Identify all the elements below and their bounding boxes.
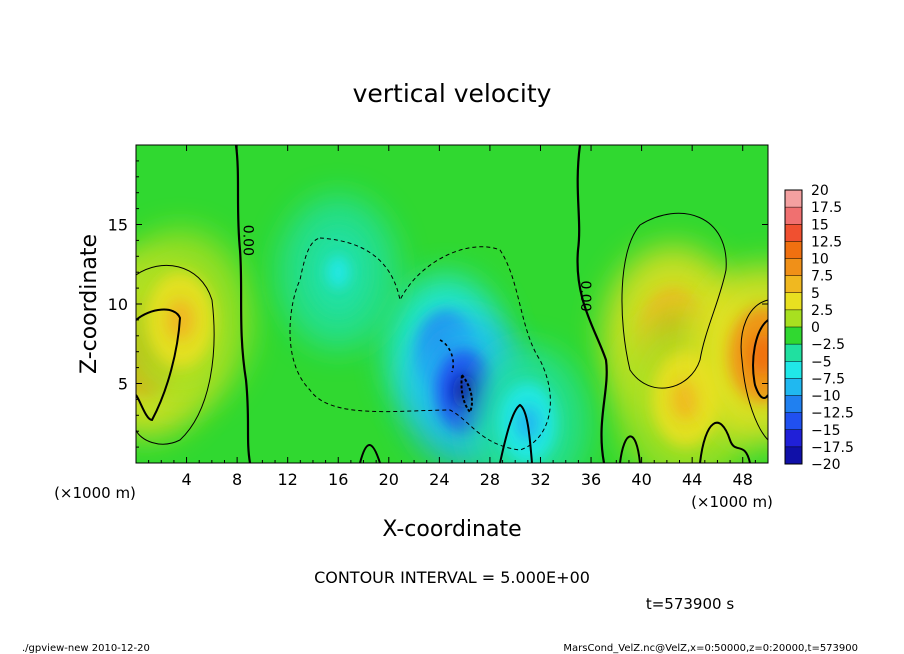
colorbar-label-9: −2.5: [811, 337, 845, 353]
y-axis-title: Z-coordinate: [77, 234, 102, 374]
colorbar-swatch-4: [785, 258, 802, 277]
colorbar-label-12: −10: [811, 389, 841, 405]
contour-bottom-bumps: [359, 403, 751, 463]
contour-label-0: 0.00: [239, 225, 255, 256]
field-core-6: [452, 374, 477, 409]
x-tick-label-5: 24: [429, 470, 449, 489]
y-axis: 5 10 15: [108, 160, 768, 448]
contour-left-core: [136, 308, 182, 422]
colorbar-label-16: −20: [811, 457, 841, 473]
y-tick-label-2: 15: [108, 216, 128, 235]
colorbar-label-7: 2.5: [811, 303, 833, 319]
footer-left-text: ./gpview-new 2010-12-20: [22, 643, 150, 654]
x-tick-label-4: 20: [379, 470, 399, 489]
plot-area: 0.00 0.00: [135, 144, 769, 464]
chart-title: vertical velocity: [353, 79, 552, 108]
contour-downdraft-inner: [439, 339, 455, 373]
x-tick-label-2: 12: [278, 470, 298, 489]
x-tick-label-9: 40: [631, 470, 651, 489]
colorbar-swatch-3: [785, 241, 802, 259]
colorbar-label-8: 0: [811, 320, 820, 336]
colorbar-label-1: 17.5: [811, 200, 842, 216]
x-tick-label-6: 28: [480, 470, 500, 489]
contour-left-updraft: [136, 264, 215, 445]
colorbar-label-0: 20: [811, 183, 829, 199]
colorbar-swatch-9: [785, 344, 802, 362]
zero-contour-right: [576, 145, 608, 463]
zero-contour-left: [234, 145, 252, 463]
colorbar-swatch-8: [785, 327, 802, 345]
colorbar-label-4: 10: [811, 252, 829, 268]
contour-labels: 0.00 0.00: [239, 225, 592, 312]
contour-right-updraft: [621, 212, 727, 389]
contour-right-edge: [752, 319, 768, 399]
x-tick-label-1: 8: [232, 470, 242, 489]
x-tick-label-8: 36: [581, 470, 601, 489]
field-core-3: [671, 379, 700, 420]
colorbar-label-5: 7.5: [811, 269, 833, 285]
x-tick-label-3: 16: [328, 470, 348, 489]
x-tick-label-10: 44: [682, 470, 702, 489]
colorbar-label-6: 5: [811, 286, 820, 302]
x-axis-title: X-coordinate: [382, 517, 521, 542]
colorbar-swatch-0: [785, 190, 802, 208]
colorbar-label-2: 15: [811, 217, 829, 233]
colorbar-swatch-15: [785, 446, 802, 465]
x-tick-label-7: 32: [530, 470, 550, 489]
colorbar-label-3: 12.5: [811, 234, 842, 250]
x-axis: 4 8 12 16 20 24 28 32 36 40 44 48: [148, 145, 756, 489]
colorbar-swatch-12: [785, 395, 802, 414]
colorbar-swatch-5: [785, 275, 802, 294]
colorbar-label-13: −12.5: [811, 406, 854, 422]
colorbar-swatch-14: [785, 429, 802, 448]
field-body-4: [728, 306, 768, 403]
contour-interval-text: CONTOUR INTERVAL = 5.000E+00: [314, 568, 590, 587]
x-unit-label-right: (×1000 m): [691, 493, 773, 511]
contour-downdraft-outer: [289, 237, 551, 451]
colorbar-label-10: −5: [811, 354, 832, 370]
time-text: t=573900 s: [646, 595, 734, 613]
contour-downdraft-core: [460, 374, 473, 414]
colorbar-swatch-2: [785, 224, 802, 242]
colorbar-label-14: −15: [811, 423, 841, 439]
colorbar-swatch-10: [785, 361, 802, 379]
y-tick-label-0: 5: [118, 375, 128, 394]
contour-lines: [136, 145, 768, 463]
colorbar-swatch-6: [785, 292, 802, 311]
colorbar-swatch-11: [785, 378, 802, 396]
x-tick-label-0: 4: [181, 470, 191, 489]
x-unit-label-left: (×1000 m): [54, 484, 136, 502]
footer-right-text: MarsCond_VelZ.nc@VelZ,x=0:50000,z=0:2000…: [563, 643, 858, 654]
colorbar-label-11: −7.5: [811, 371, 845, 387]
contour-right-core: [740, 299, 768, 441]
colorbar-label-15: −17.5: [811, 440, 854, 456]
colorbar-swatch-13: [785, 412, 802, 431]
colorbar-swatch-1: [785, 207, 802, 225]
contour-label-1: 0.00: [577, 280, 593, 311]
field-core-8: [326, 255, 351, 290]
y-tick-label-1: 10: [108, 295, 128, 314]
x-tick-label-11: 48: [733, 470, 753, 489]
colorbar-swatch-7: [785, 309, 802, 328]
